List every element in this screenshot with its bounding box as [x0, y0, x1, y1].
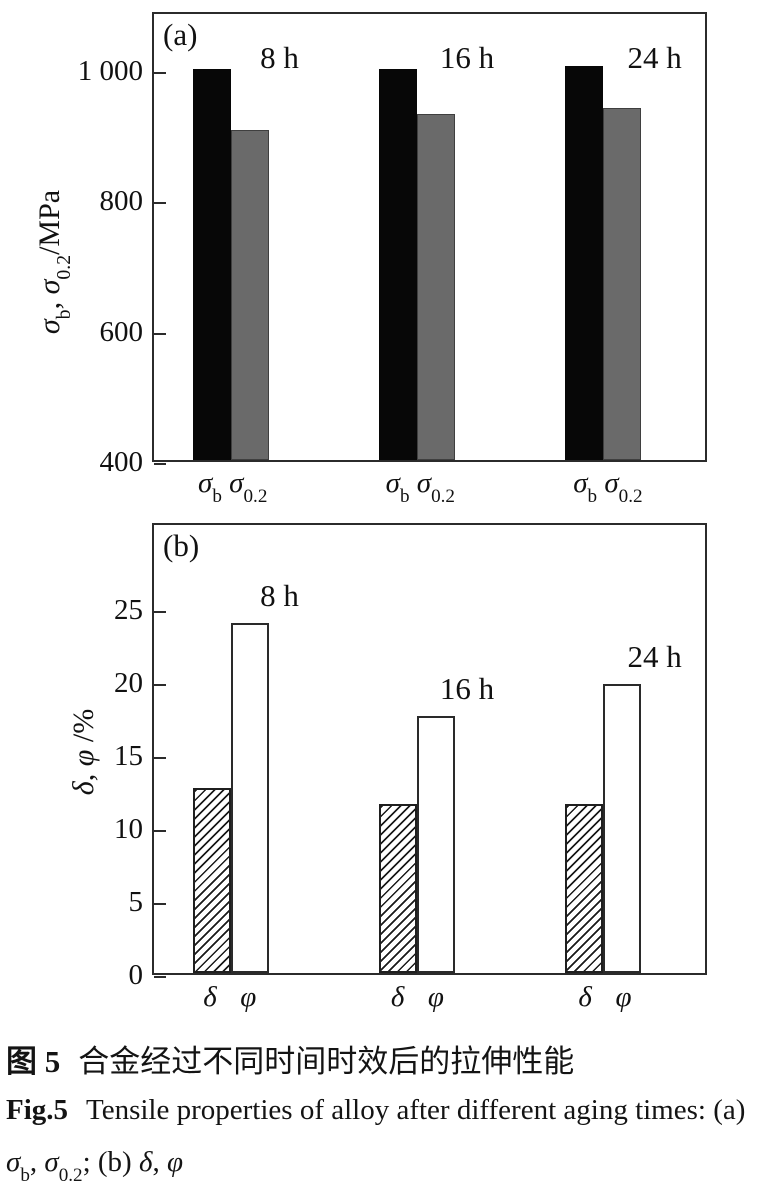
panel-label-a: (a): [163, 17, 198, 52]
bar-phi-8h: [230, 623, 269, 973]
x-label-delta-8h: δ: [203, 981, 217, 1013]
y-tick-mark: [154, 684, 166, 687]
x-label-phi-8h: φ: [240, 981, 257, 1013]
x-label-sigma-b-16h: σb: [385, 467, 410, 508]
bar-phi-24h: [603, 683, 642, 973]
y-tick-label: 10: [114, 813, 143, 846]
y-tick-label: 600: [99, 315, 144, 348]
bar-sigma-0-2-16h: [416, 114, 455, 460]
y-tick-mark: [154, 757, 166, 760]
caption-chinese: 图 5 合金经过不同时间时效后的拉伸性能: [6, 1036, 574, 1081]
group-label-8h: 8 h: [260, 40, 299, 75]
bar-sigma-b-8h: [192, 68, 231, 460]
y-tick-mark: [154, 830, 166, 833]
chart-a-x-axis-labels: σb σ0.2 σb σ0.2 σb σ0.2: [152, 467, 707, 507]
chart-b-plot-area: (b) 25 20 15 10 5 0 8 h 16 h 24 h: [114, 523, 707, 991]
group-label-16h: 16 h: [439, 40, 495, 75]
group-label-24h: 24 h: [627, 639, 682, 675]
x-label-sigma-b-24h: σb: [573, 467, 598, 508]
caption-english-line1: Fig.5 Tensile properties of alloy after d…: [6, 1094, 745, 1127]
x-label-sigma-0-2-24h: σ0.2: [604, 467, 643, 508]
y-tick-mark: [154, 903, 166, 906]
bar-delta-16h: [378, 803, 417, 973]
x-label-phi-16h: φ: [427, 981, 444, 1013]
y-tick-mark: [154, 611, 166, 614]
y-tick-label: 25: [114, 594, 143, 627]
y-tick-mark: [154, 71, 166, 74]
x-label-sigma-0-2-8h: σ0.2: [229, 467, 268, 508]
bar-delta-8h: [192, 788, 231, 973]
group-label-24h: 24 h: [627, 40, 682, 75]
x-label-delta-16h: δ: [390, 981, 405, 1013]
caption-english-line2: σb, σ0.2; (b) δ, φ: [6, 1146, 183, 1186]
x-label-sigma-0-2-16h: σ0.2: [416, 467, 455, 508]
y-tick-label: 0: [128, 959, 144, 992]
y-tick-label: 20: [114, 667, 143, 700]
chart-a-y-axis-title: σb, σ0.2/MPa: [33, 189, 75, 335]
panel-label-b: (b): [163, 528, 200, 563]
y-tick-mark: [154, 463, 166, 465]
bar-sigma-b-24h: [565, 65, 604, 460]
y-tick-mark: [154, 202, 166, 205]
y-tick-label: 400: [99, 446, 144, 479]
x-label-sigma-b-8h: σb: [198, 467, 222, 508]
x-label-phi-24h: φ: [615, 981, 632, 1013]
y-tick-label: 800: [99, 185, 144, 218]
group-label-8h: 8 h: [260, 578, 299, 614]
chart-b-y-axis-title: δ, φ /%: [67, 708, 100, 796]
caption-english-text: Tensile properties of alloy after differ…: [86, 1094, 746, 1126]
y-tick-label: 15: [114, 740, 143, 773]
bar-sigma-0-2-8h: [230, 130, 269, 460]
y-tick-label: 5: [128, 886, 144, 919]
caption-chinese-figure-number: 图 5: [6, 1044, 61, 1079]
chart-a-plot-area: (a) 1 000 800 600 400 8 h 16 h 24 h: [78, 12, 707, 478]
group-label-16h: 16 h: [439, 671, 495, 707]
y-tick-mark: [154, 976, 166, 978]
bar-sigma-0-2-24h: [603, 107, 642, 460]
caption-english-figure-number: Fig.5: [6, 1094, 69, 1126]
bar-delta-24h: [565, 803, 604, 973]
x-label-delta-24h: δ: [578, 981, 592, 1013]
y-tick-label: 1 000: [77, 54, 143, 87]
bar-phi-16h: [416, 715, 455, 973]
y-tick-mark: [154, 332, 166, 335]
bar-sigma-b-16h: [378, 68, 417, 460]
caption-chinese-text: 合金经过不同时间时效后的拉伸性能: [78, 1044, 575, 1079]
